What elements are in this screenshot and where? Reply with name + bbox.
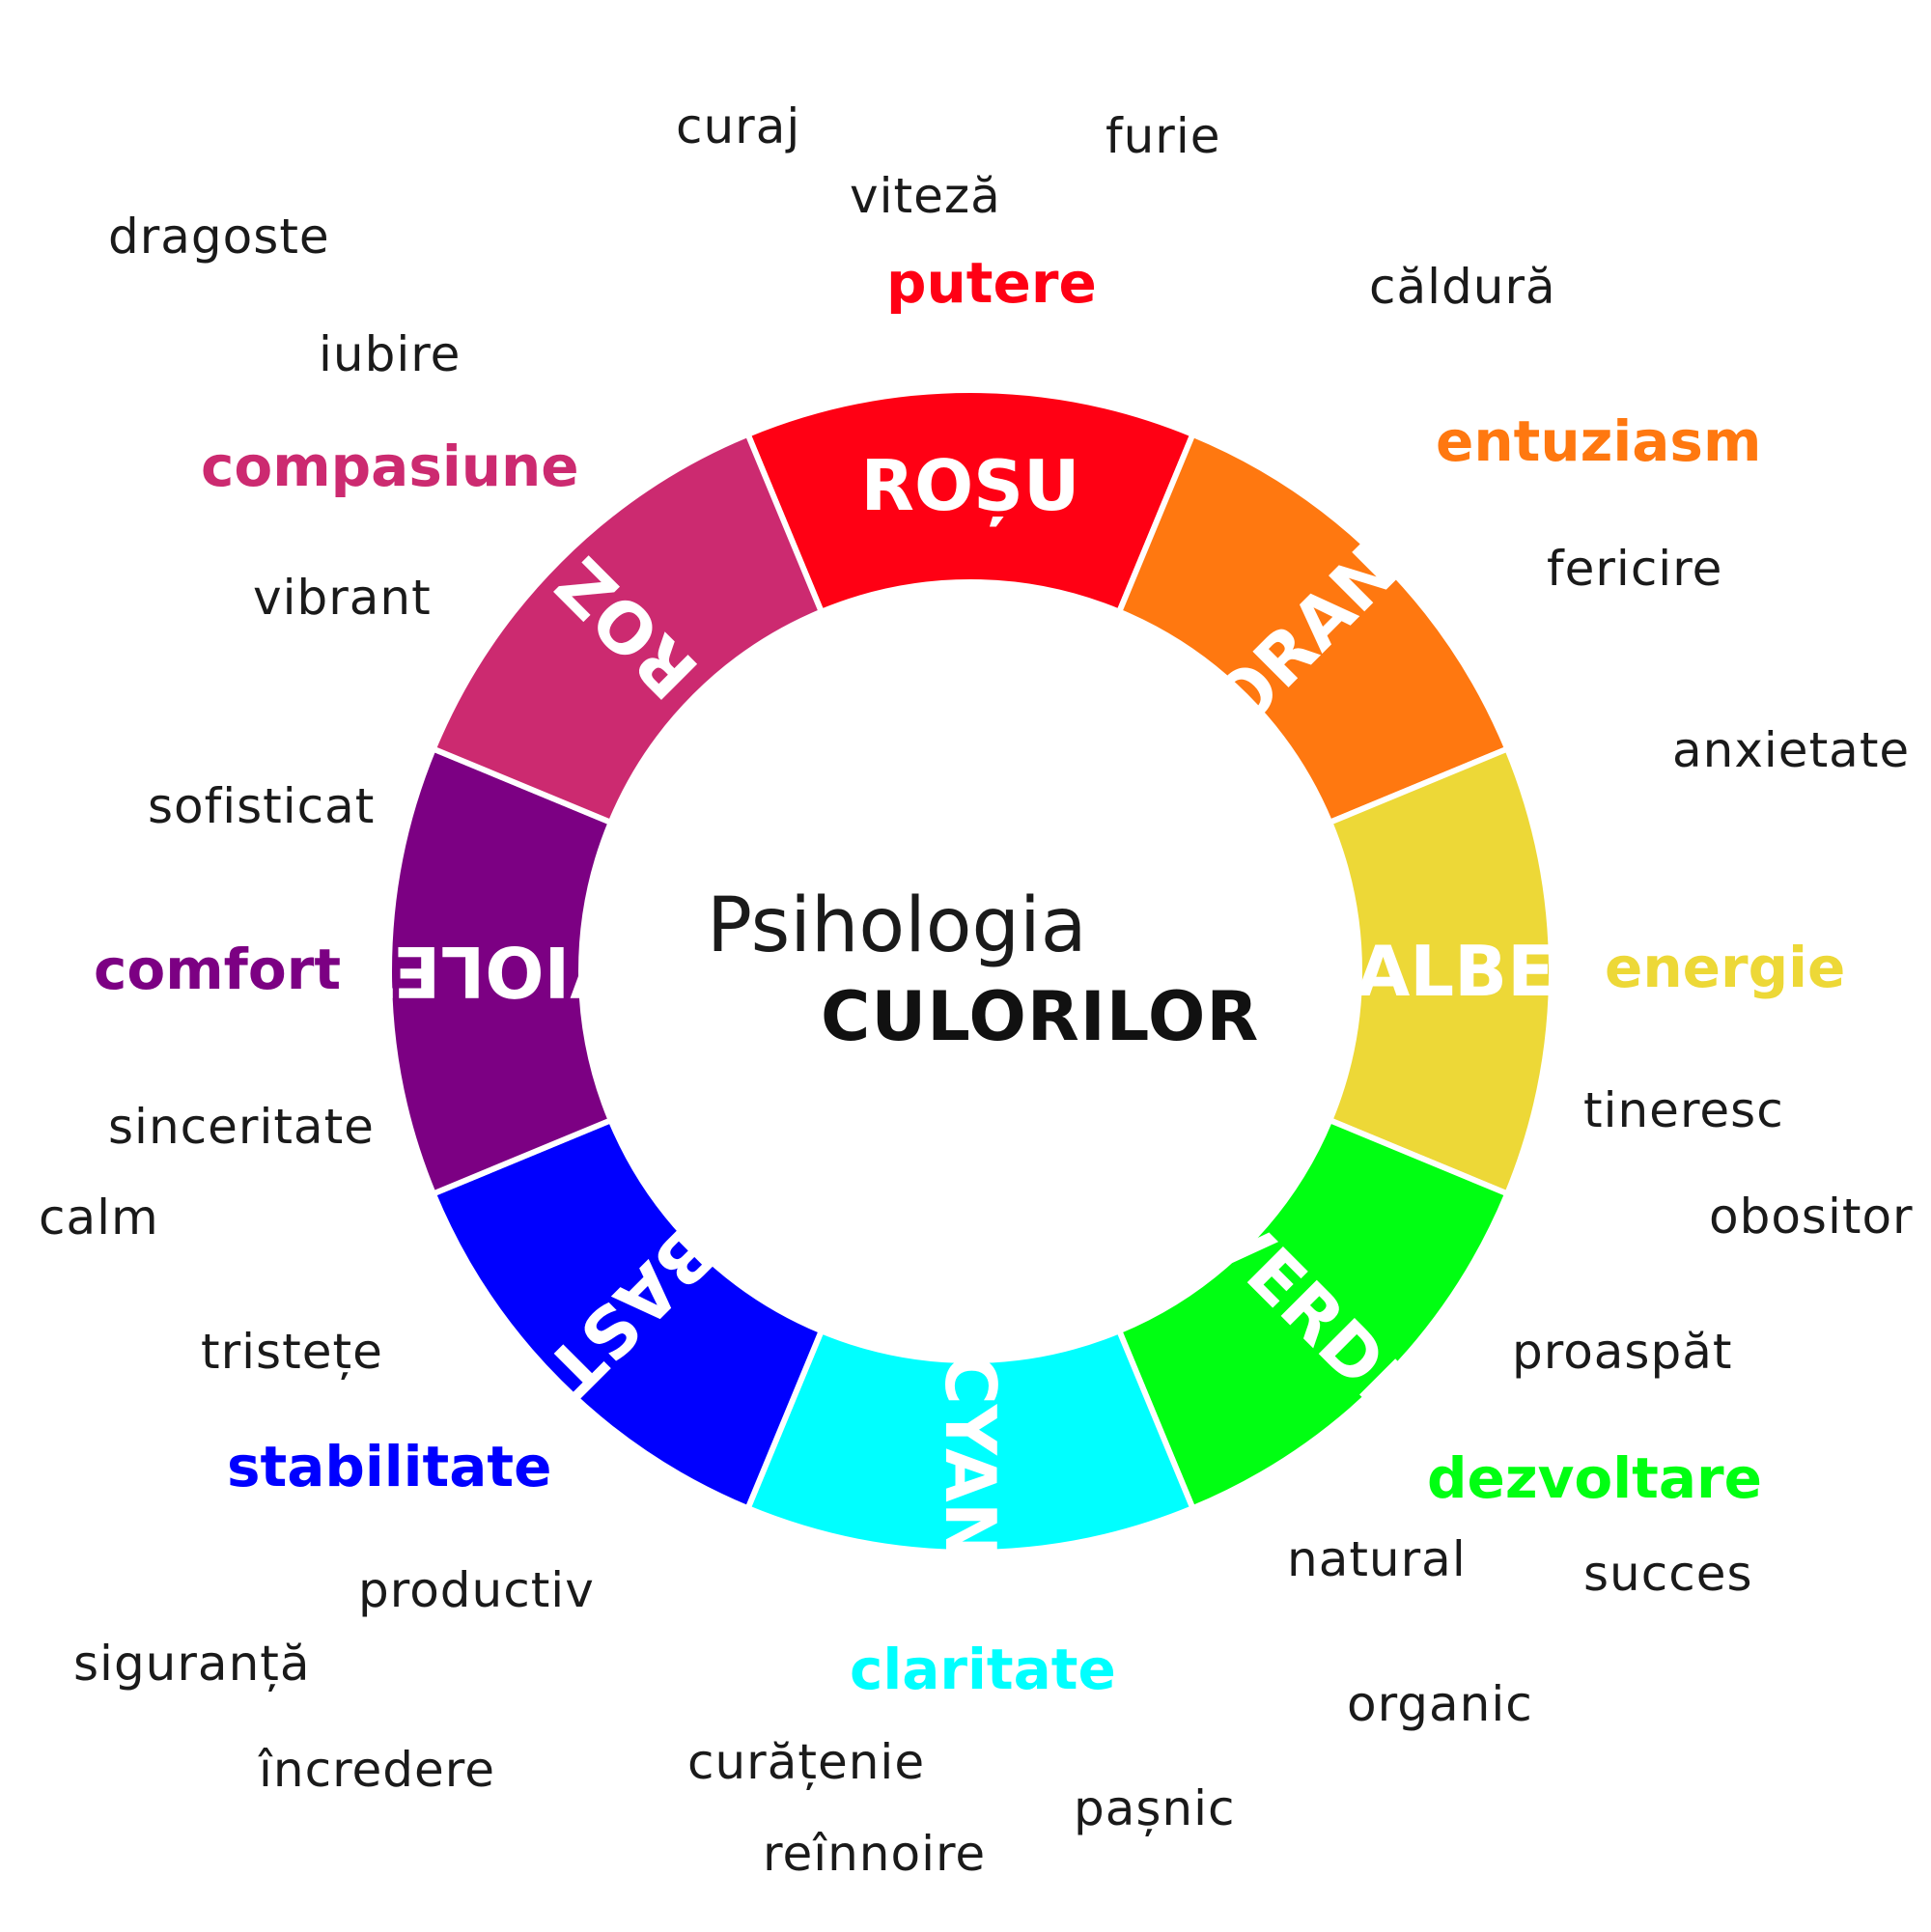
word-calm: calm (39, 1190, 159, 1246)
wheel-label-roșu: ROȘU (861, 445, 1080, 526)
wheel-segment-verde (1115, 1116, 1512, 1513)
word-incredere: încredere (259, 1742, 496, 1798)
wheel-segment-violet (386, 744, 615, 1198)
diagram-title-line1: Psihologia (707, 882, 1087, 969)
word-caldura: căldură (1369, 259, 1556, 315)
word-productiv: productiv (358, 1562, 595, 1618)
keyword-energie: energie (1605, 935, 1846, 1000)
wheel-label-cyan: CYAN (930, 1354, 1011, 1560)
wheel-segment-oranj (1115, 430, 1512, 826)
word-fericire: fericire (1547, 541, 1723, 597)
word-proaspat: proaspăt (1512, 1324, 1733, 1380)
wheel-segment-roz (429, 430, 826, 826)
word-sofisticat: sofisticat (148, 778, 376, 834)
word-tristete: tristețe (201, 1324, 383, 1380)
wheel-label-violet: VIOLET (346, 931, 624, 1012)
word-reinnoire: reînnoire (763, 1826, 987, 1882)
word-viteza: viteză (850, 168, 1001, 224)
diagram-title-line2: CULORILOR (821, 977, 1260, 1056)
keyword-stabilitate: stabilitate (227, 1434, 552, 1499)
word-sinceritate: sinceritate (108, 1099, 375, 1155)
word-curatenie: curățenie (687, 1734, 926, 1790)
keyword-comfort: comfort (94, 937, 342, 1002)
keyword-claritate: claritate (850, 1637, 1116, 1702)
word-natural: natural (1287, 1531, 1467, 1587)
wheel-label-galben: GALBEN (1299, 931, 1612, 1012)
wheel-segment-cyan (743, 1327, 1197, 1556)
word-furie: furie (1105, 108, 1221, 164)
keyword-entuziasm: entuziasm (1436, 408, 1762, 474)
wheel-segment-roșu (743, 387, 1197, 616)
word-obositor: obositor (1709, 1189, 1914, 1245)
word-siguranta: siguranță (73, 1636, 311, 1692)
word-organic: organic (1347, 1676, 1533, 1732)
word-dragoste: dragoste (108, 209, 330, 265)
word-vibrant: vibrant (253, 570, 432, 626)
keyword-compasiune: compasiune (201, 434, 579, 499)
wheel-segment-galben (1326, 744, 1555, 1198)
wheel-segment-albastru (429, 1116, 826, 1513)
word-iubire: iubire (319, 326, 462, 382)
keyword-dezvoltare: dezvoltare (1427, 1445, 1762, 1511)
word-pasnic: pașnic (1074, 1780, 1236, 1836)
word-anxietate: anxietate (1672, 722, 1911, 778)
word-curaj: curaj (676, 98, 801, 154)
keyword-putere: putere (886, 250, 1097, 316)
word-succes: succes (1583, 1546, 1753, 1602)
word-tineresc: tineresc (1583, 1082, 1784, 1138)
